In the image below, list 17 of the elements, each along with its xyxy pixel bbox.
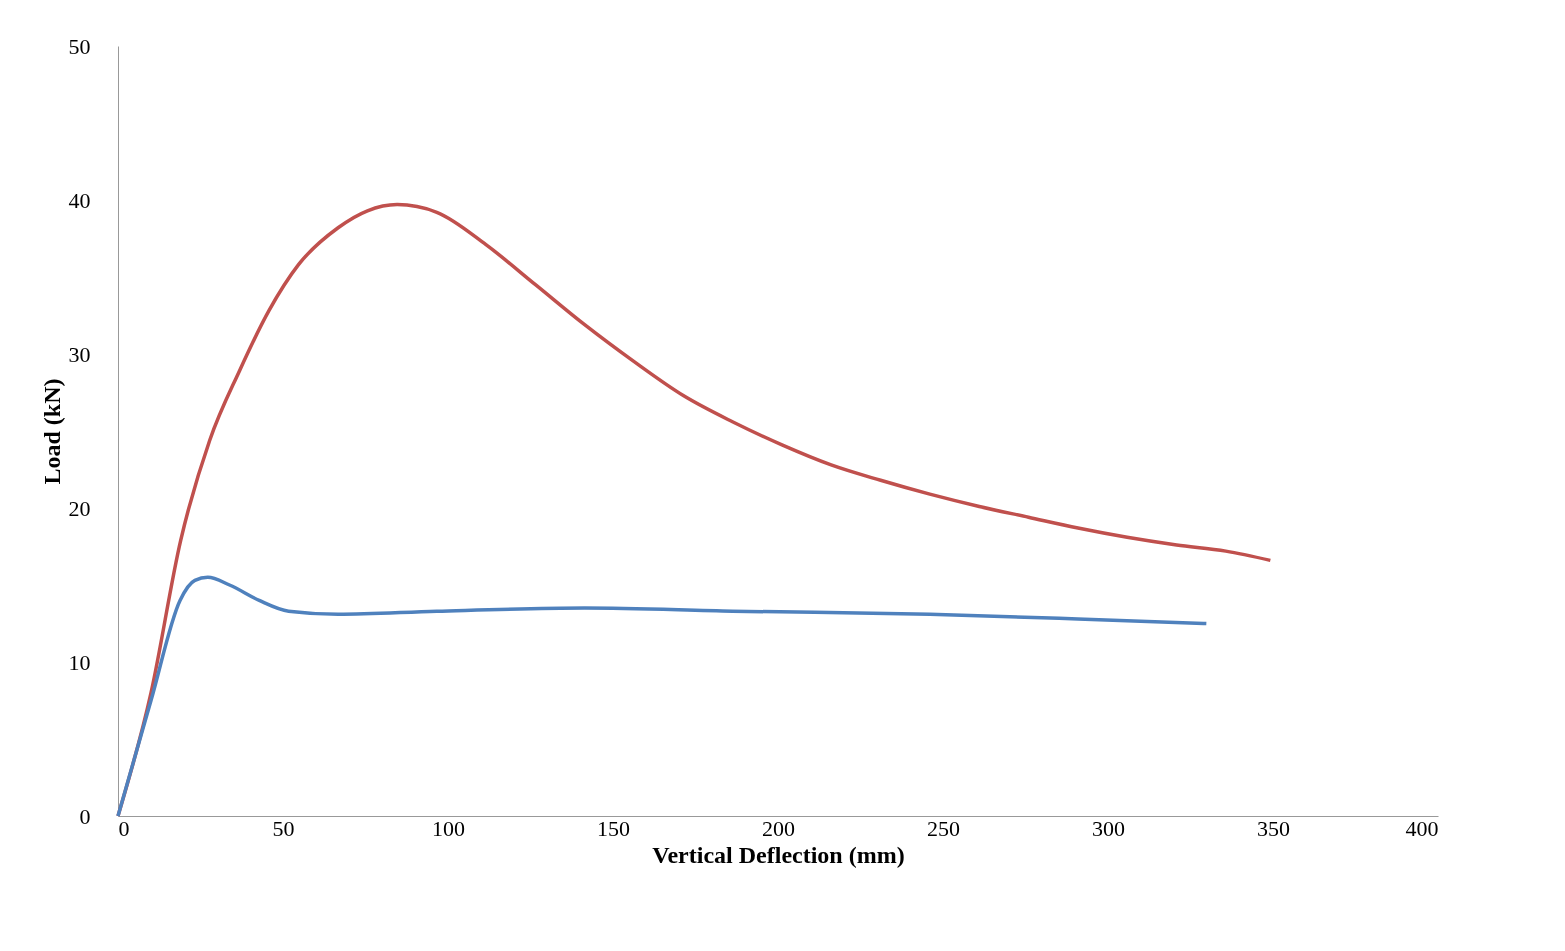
x-tick-label: 50 [272,815,295,841]
x-tick-label: 300 [1092,815,1125,841]
y-tick-label: 10 [68,649,91,675]
x-tick-label: 100 [432,815,465,841]
y-axis-title: Load (kN) [38,378,65,485]
x-tick-label: 250 [927,815,960,841]
x-axis-title: Vertical Deflection (mm) [652,841,905,868]
x-tick-label: 150 [597,815,630,841]
y-tick-label: 30 [68,341,91,367]
x-tick-label: 400 [1405,815,1439,841]
line-series [116,575,1209,818]
x-tick-label: 0 [118,815,130,841]
y-tick-label: 20 [68,495,91,521]
y-tick-label: 50 [68,33,91,59]
x-tick-label: 200 [762,815,795,841]
x-tick-label: 350 [1257,815,1290,841]
y-tick-label: 40 [68,187,91,213]
